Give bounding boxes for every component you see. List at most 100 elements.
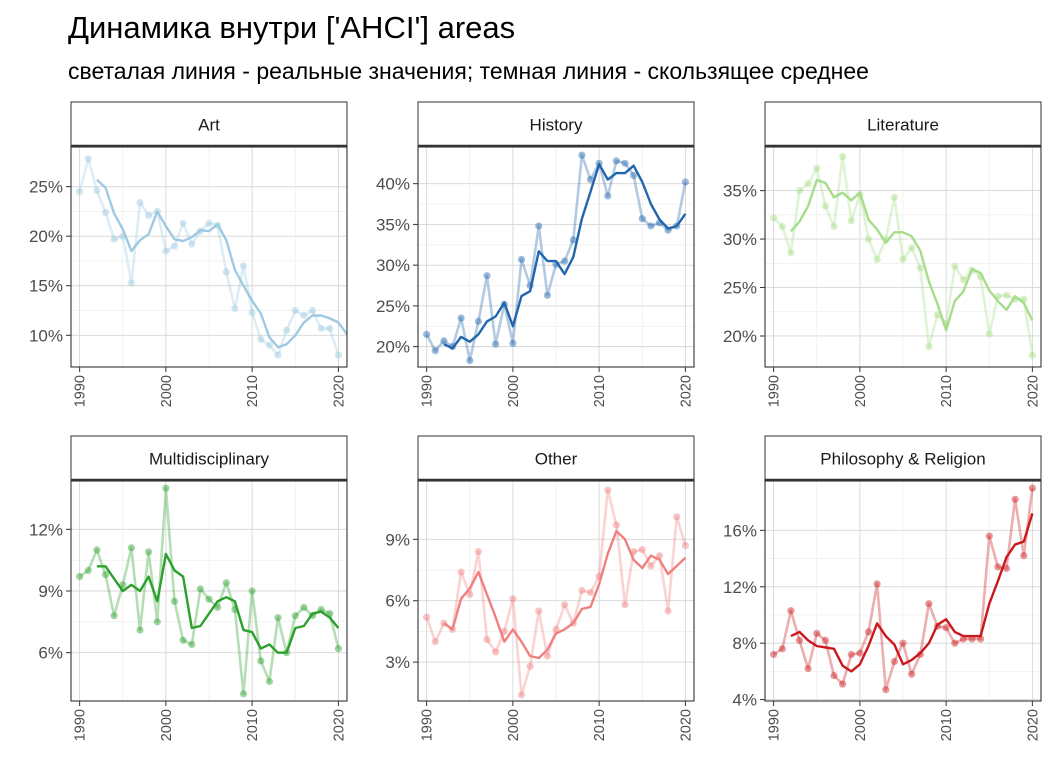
- panel-art-raw-point: [170, 242, 179, 250]
- panel-history-raw-point: [638, 215, 646, 223]
- panel-other-raw-point: [621, 601, 629, 609]
- panel-multidisciplinary-raw-point: [101, 571, 110, 579]
- panel-literature-raw-point: [908, 244, 916, 252]
- panel-literature-raw-point: [873, 255, 881, 263]
- panel-multidisciplinary-raw-point: [300, 603, 308, 612]
- panel-art-raw-point: [239, 262, 248, 270]
- panel-literature-raw-point: [959, 276, 968, 284]
- panel-multidisciplinary-raw-point: [84, 566, 92, 575]
- panel-literature-raw-line: [772, 155, 1034, 356]
- panel-multidisciplinary-raw-point: [170, 597, 179, 605]
- panel-history-raw-point: [431, 347, 439, 355]
- panel-history-ytick-label: 20%: [376, 338, 410, 357]
- panel-literature-raw-point: [804, 180, 812, 188]
- panel-history-xtick-label: 2020: [678, 375, 694, 407]
- panel-history-raw-point: [647, 222, 655, 230]
- panel-literature-raw-point: [899, 255, 907, 263]
- panel-history-raw-point: [474, 317, 482, 325]
- panel-other-raw-point: [638, 546, 646, 554]
- panel-literature-xtick-label: 2020: [1025, 375, 1041, 407]
- panel-philosophy-religion-raw-point: [908, 670, 916, 678]
- panel-other-ytick-label: 6%: [385, 592, 410, 611]
- panel-philosophy-religion-ytick-label: 8%: [732, 634, 757, 653]
- panel-philosophy-religion-raw-point: [770, 650, 778, 659]
- panel-philosophy-religion-raw-point: [856, 649, 864, 657]
- panel-multidisciplinary-raw-point: [334, 645, 342, 653]
- panel-philosophy-religion-raw-point: [899, 639, 907, 647]
- panel-art-raw-point: [317, 324, 325, 332]
- panel-history-raw-point: [612, 157, 621, 165]
- panel-art-raw-point: [162, 247, 170, 255]
- panel-philosophy-religion-raw-point: [1020, 552, 1028, 560]
- panel-multidisciplinary: Multidisciplinary 6% 9% 12% 1990 2000 2010 2020: [29, 435, 348, 741]
- panel-history-moving-average-line: [443, 162, 687, 350]
- panel-multidisciplinary-raw-point: [205, 595, 213, 603]
- panel-multidisciplinary-raw-point: [110, 612, 118, 620]
- panel-philosophy-religion-raw-point: [804, 665, 812, 673]
- panel-literature-raw-point: [795, 187, 804, 195]
- panel-history-xtick-label: 2000: [506, 375, 522, 407]
- panel-multidisciplinary-ytick-label: 6%: [38, 644, 63, 663]
- panel-philosophy-religion-raw-point: [821, 636, 830, 645]
- panel-literature-strip: [764, 101, 1042, 148]
- panel-art-raw-point: [248, 308, 256, 317]
- panel-literature-raw-point: [890, 193, 899, 201]
- panel-multidisciplinary-raw-point: [136, 626, 144, 634]
- panel-literature-raw-point: [951, 262, 959, 270]
- panel-literature-ytick-label: 20%: [723, 327, 757, 346]
- panel-philosophy-religion-raw-point: [1028, 484, 1036, 492]
- panel-art-xtick-label: 2010: [245, 375, 261, 407]
- panel-history-raw-point: [440, 337, 448, 345]
- panel-literature-ytick-label: 35%: [723, 182, 757, 201]
- panel-other-ytick-label: 3%: [385, 653, 410, 672]
- panel-literature-raw-point: [813, 164, 821, 172]
- panel-multidisciplinary-xtick-label: 2010: [245, 709, 261, 741]
- panel-art-border: [70, 146, 348, 368]
- chart-subtitle: светалая линия - реальные значения; темн…: [68, 58, 869, 84]
- panel-literature-raw-point: [778, 222, 786, 231]
- panel-multidisciplinary-raw-point: [257, 657, 265, 665]
- panel-history-ytick-label: 25%: [376, 297, 410, 316]
- panel-philosophy-religion-raw-point: [1002, 564, 1011, 573]
- panel-philosophy-religion-raw-point: [951, 639, 959, 647]
- panel-art-ytick-label: 25%: [29, 178, 63, 197]
- panel-other-raw-point: [431, 638, 439, 646]
- panel-other-raw-point: [578, 586, 586, 595]
- panel-philosophy-religion-raw-point: [890, 657, 899, 666]
- panel-art: Art 10% 15% 20% 25% 1990 2000 2010 2020: [29, 101, 348, 407]
- panel-history-strip-label: History: [530, 116, 583, 135]
- panel-other: Other 3% 6% 9% 1990 2000 2010 2020: [385, 435, 695, 741]
- panel-other-strip: [417, 435, 695, 482]
- panel-other-strip-label: Other: [535, 450, 578, 469]
- panel-history-ytick-label: 35%: [376, 215, 410, 234]
- panel-art-ytick-label: 15%: [29, 277, 63, 296]
- panel-literature-strip-label: Literature: [867, 116, 939, 135]
- panel-other-raw-point: [474, 548, 482, 556]
- panel-philosophy-religion-raw-point: [839, 680, 847, 688]
- panel-history-raw-point: [457, 314, 465, 322]
- panel-history-raw-line: [425, 153, 687, 362]
- chart-title: Динамика внутри ['AHCI'] areas: [68, 10, 516, 45]
- panel-philosophy-religion-raw-line: [772, 487, 1034, 692]
- panel-other-raw-point: [466, 591, 474, 599]
- panel-literature-raw-point: [821, 202, 830, 210]
- panel-other-raw-point: [612, 521, 621, 529]
- panel-other-raw-point: [647, 562, 655, 570]
- panel-literature-ytick-label: 30%: [723, 230, 757, 249]
- panel-art-ytick-label: 20%: [29, 227, 63, 246]
- panel-philosophy-religion-raw-point: [813, 629, 821, 637]
- panel-other-raw-point: [604, 486, 612, 494]
- panel-philosophy-religion-strip: [764, 435, 1042, 482]
- panel-literature-xtick-label: 2000: [853, 375, 869, 407]
- panel-other-raw-point: [664, 607, 672, 615]
- panel-other-raw-point: [517, 691, 526, 699]
- panel-art-raw-point: [76, 188, 84, 196]
- panel-multidisciplinary-raw-point: [222, 579, 230, 587]
- panel-multidisciplinary-xtick-label: 2000: [159, 709, 175, 741]
- panel-multidisciplinary-ytick-label: 9%: [38, 582, 63, 601]
- panel-other-raw-point: [509, 595, 517, 603]
- panel-philosophy-religion-raw-point: [942, 624, 950, 632]
- panel-philosophy-religion: Philosophy & Religion 4% 8% 12% 16% 1990 2000 2…: [723, 435, 1042, 741]
- panel-other-raw-point: [492, 648, 500, 656]
- panel-literature-ytick-label: 25%: [723, 279, 757, 298]
